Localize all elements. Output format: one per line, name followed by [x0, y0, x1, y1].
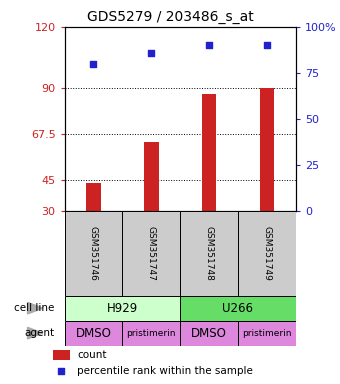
Polygon shape: [28, 303, 43, 314]
FancyBboxPatch shape: [65, 211, 122, 296]
Text: GSM351748: GSM351748: [205, 226, 214, 281]
Text: GSM351747: GSM351747: [147, 226, 156, 281]
FancyBboxPatch shape: [65, 296, 180, 321]
Text: agent: agent: [24, 328, 54, 338]
Text: DMSO: DMSO: [75, 327, 112, 339]
Point: [206, 42, 212, 48]
Text: cell line: cell line: [14, 303, 54, 313]
Text: H929: H929: [107, 302, 138, 314]
FancyBboxPatch shape: [122, 211, 180, 296]
Point: [91, 61, 96, 67]
Text: count: count: [78, 350, 107, 360]
FancyBboxPatch shape: [238, 321, 296, 346]
Text: GSM351749: GSM351749: [262, 226, 271, 281]
Bar: [86, 182, 101, 211]
FancyBboxPatch shape: [238, 211, 296, 296]
Text: GDS5279 / 203486_s_at: GDS5279 / 203486_s_at: [87, 10, 253, 23]
Point: [149, 50, 154, 56]
FancyBboxPatch shape: [65, 321, 122, 346]
Text: percentile rank within the sample: percentile rank within the sample: [78, 366, 253, 376]
Polygon shape: [28, 327, 43, 339]
Point: [58, 368, 64, 374]
FancyBboxPatch shape: [180, 321, 238, 346]
Text: U266: U266: [222, 302, 254, 314]
Text: DMSO: DMSO: [191, 327, 227, 339]
FancyBboxPatch shape: [180, 211, 238, 296]
Text: pristimerin: pristimerin: [126, 329, 176, 338]
Bar: [260, 88, 274, 211]
FancyBboxPatch shape: [122, 321, 180, 346]
Point: [264, 42, 270, 48]
Bar: [144, 142, 158, 211]
Bar: [53, 350, 70, 360]
Text: GSM351746: GSM351746: [89, 226, 98, 281]
Bar: [202, 94, 216, 211]
Text: pristimerin: pristimerin: [242, 329, 292, 338]
FancyBboxPatch shape: [180, 296, 296, 321]
